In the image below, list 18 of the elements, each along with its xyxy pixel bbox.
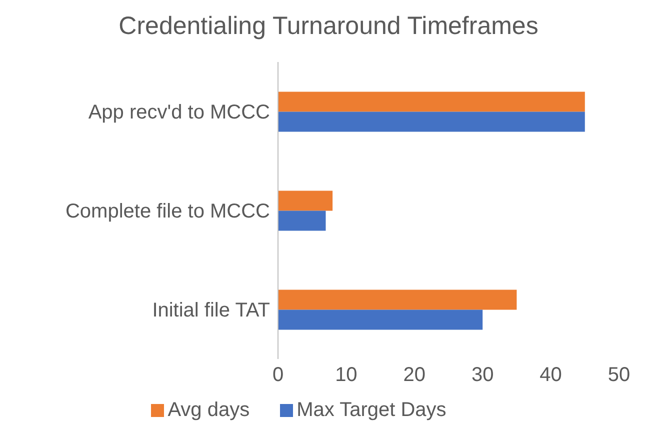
x-tick-label: 20 xyxy=(403,364,426,386)
x-tick-label: 50 xyxy=(608,364,630,386)
y-tick-label: App recv'd to MCCC xyxy=(88,102,270,124)
y-tick-label: Initial file TAT xyxy=(152,300,270,322)
legend-label: Max Target Days xyxy=(296,399,446,421)
x-tick-label: 0 xyxy=(272,364,284,386)
bar xyxy=(278,92,585,112)
y-tick-label: Complete file to MCCC xyxy=(65,200,270,223)
bar xyxy=(278,310,483,330)
x-tick-label: 40 xyxy=(540,364,562,386)
legend-label: Avg days xyxy=(168,399,250,421)
bar xyxy=(278,190,333,211)
bar xyxy=(278,210,326,231)
x-tick-label: 10 xyxy=(335,364,358,386)
bar xyxy=(278,290,517,310)
bar xyxy=(278,112,585,132)
x-tick-label: 30 xyxy=(471,364,494,386)
chart-title: Credentialing Turnaround Timeframes xyxy=(118,11,540,42)
